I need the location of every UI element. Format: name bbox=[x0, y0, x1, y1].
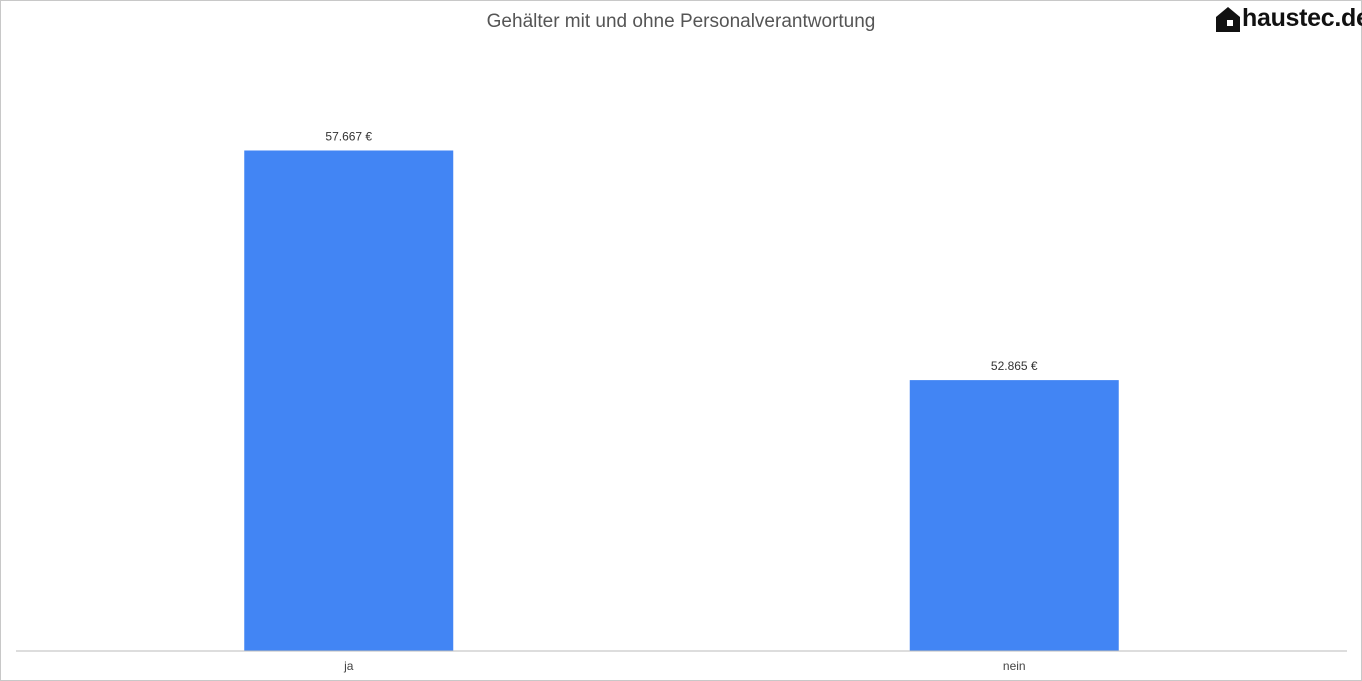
x-tick-label-nein: nein bbox=[1003, 659, 1026, 673]
bar-ja bbox=[244, 150, 454, 651]
haustec-logo: haustec.de bbox=[1216, 4, 1362, 36]
labels-layer: 57.667 € ja 52.865 € nein bbox=[325, 129, 1038, 673]
house-icon bbox=[1216, 7, 1240, 32]
bars-layer bbox=[244, 150, 1119, 651]
data-label-nein: 52.865 € bbox=[991, 359, 1038, 373]
x-tick-label-ja: ja bbox=[343, 659, 354, 673]
bar-nein bbox=[909, 380, 1119, 651]
logo-text: haustec.de bbox=[1242, 4, 1362, 32]
data-label-ja: 57.667 € bbox=[325, 129, 372, 143]
chart-title: Gehälter mit und ohne Personalverantwort… bbox=[486, 11, 876, 32]
